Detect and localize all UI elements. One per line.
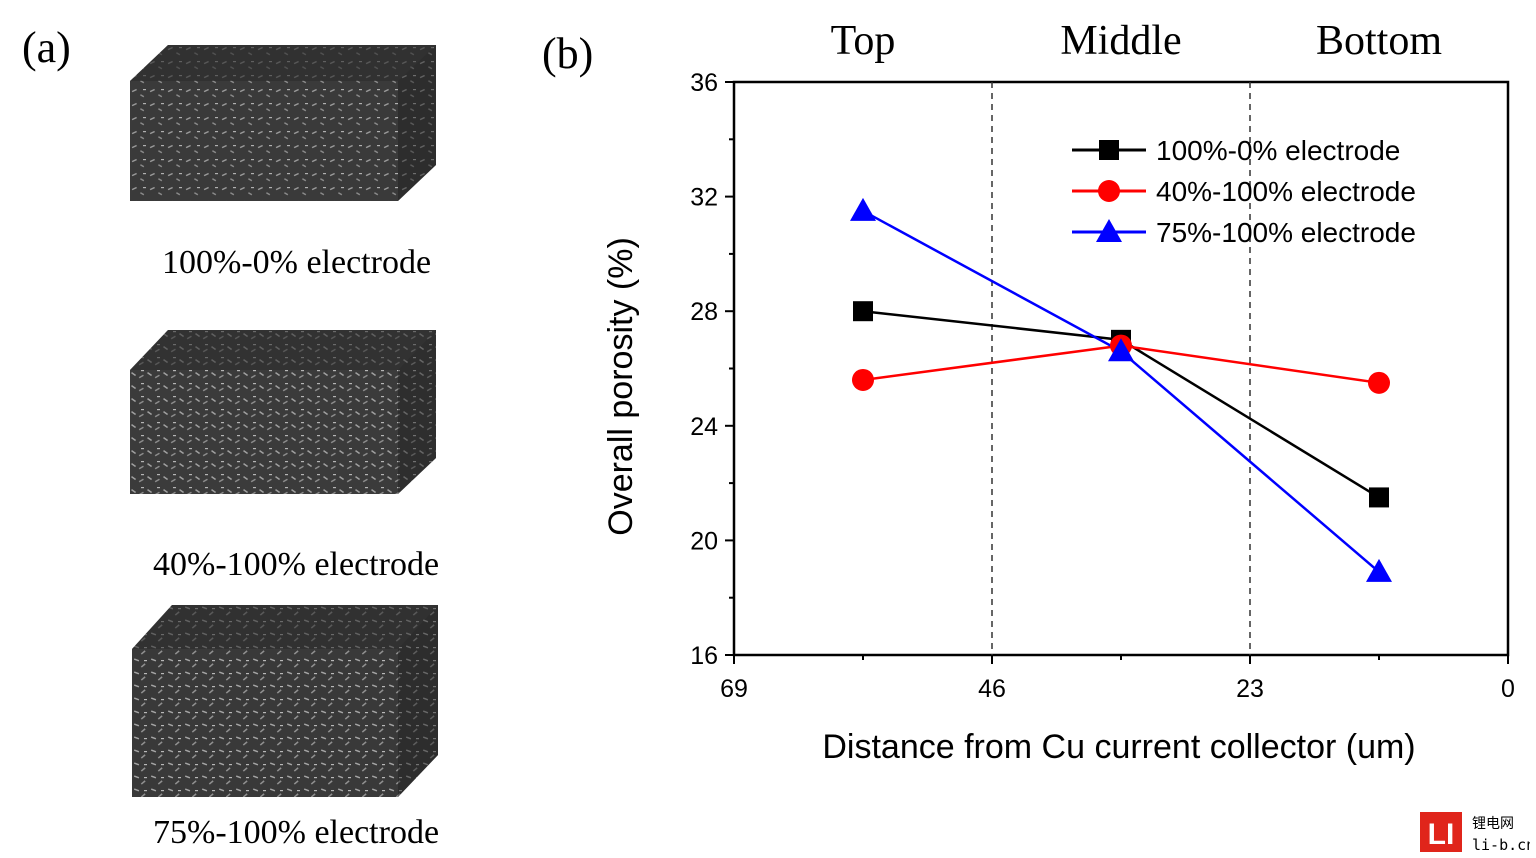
data-point-s0-0 [853, 301, 873, 322]
legend-label-1: 40%-100% electrode [1156, 176, 1416, 207]
x-tick-label: 0 [1501, 675, 1515, 703]
data-point-s0-2 [1369, 487, 1389, 508]
legend-marker-0 [1099, 140, 1119, 160]
region-label-middle: Middle [1060, 18, 1181, 64]
x-tick-label: 69 [720, 675, 748, 703]
watermark-logo-box [1420, 812, 1462, 852]
y-tick-label: 24 [690, 413, 718, 441]
region-label-bottom: Bottom [1316, 18, 1442, 64]
x-tick-label: 23 [1236, 675, 1264, 703]
y-tick-label: 36 [690, 69, 718, 97]
y-tick-label: 32 [690, 184, 718, 212]
panel-a-label: (a) [22, 23, 71, 72]
data-point-s2-2 [1366, 558, 1392, 582]
legend-marker-1 [1098, 180, 1120, 202]
series-line-2 [862, 209, 1380, 573]
data-point-s2-0 [850, 197, 876, 221]
watermark-logo-mark: LI [1428, 818, 1455, 851]
data-point-s2-1 [1108, 338, 1134, 362]
electrode-cube-1 [130, 45, 436, 201]
y-tick-label: 28 [690, 298, 718, 326]
y-axis-label: Overall porosity (%) [602, 237, 640, 536]
electrode-cube-2 [130, 330, 436, 494]
data-point-s1-0 [852, 368, 874, 391]
legend-marker-2 [1096, 219, 1122, 242]
cube-caption-3: 75%-100% electrode [153, 814, 440, 851]
plot-frame [732, 80, 1510, 657]
region-label-top: Top [831, 18, 896, 64]
legend-label-2: 75%-100% electrode [1156, 217, 1416, 248]
y-tick-label: 16 [690, 642, 718, 670]
x-tick-label: 46 [978, 675, 1006, 703]
watermark-logo: LI 锂电网 li-b.cn [1420, 812, 1530, 854]
cube-caption-2: 40%-100% electrode [153, 546, 440, 583]
panel-b-label: (b) [542, 29, 594, 78]
watermark-text-cn: 锂电网 [1472, 816, 1514, 832]
legend-label-0: 100%-0% electrode [1156, 135, 1400, 166]
cube-caption-1: 100%-0% electrode [162, 244, 432, 281]
watermark-text-url: li-b.cn [1472, 836, 1530, 854]
x-axis-label: Distance from Cu current collector (um) [822, 728, 1415, 766]
data-point-s1-2 [1368, 371, 1390, 394]
y-tick-label: 20 [690, 527, 718, 555]
electrode-cube-3 [132, 605, 438, 797]
